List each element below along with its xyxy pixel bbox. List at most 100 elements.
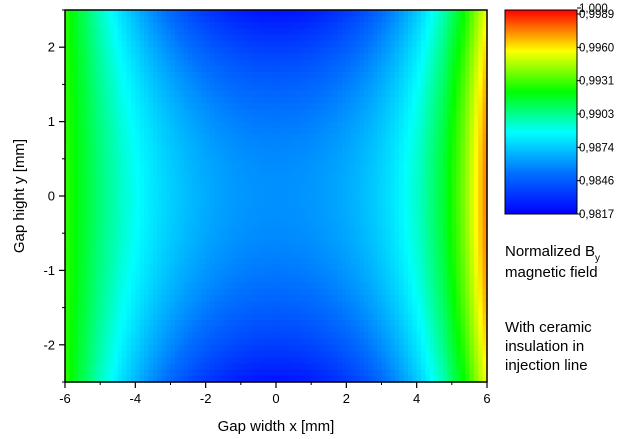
heatmap-cell: [117, 301, 123, 309]
heatmap-cell: [363, 313, 369, 321]
heatmap-cell: [324, 227, 330, 234]
heatmap-cell: [113, 152, 119, 160]
heatmap-cell: [359, 47, 365, 54]
heatmap-cell: [390, 239, 396, 247]
heatmap-cell: [249, 264, 255, 271]
heatmap-cell: [363, 183, 369, 191]
heatmap-cell: [183, 239, 189, 247]
heatmap-cell: [196, 369, 202, 377]
heatmap-cell: [126, 245, 132, 253]
heatmap-cell: [385, 127, 391, 135]
heatmap-cell: [161, 96, 167, 104]
heatmap-cell: [324, 270, 330, 278]
heatmap-cell: [170, 72, 176, 79]
heatmap-cell: [170, 115, 176, 123]
heatmap-cell: [328, 326, 334, 333]
heatmap-cell: [214, 233, 220, 240]
heatmap-cell: [262, 313, 268, 321]
heatmap-cell: [328, 146, 334, 154]
heatmap-cell: [368, 307, 374, 315]
heatmap-cell: [201, 189, 207, 197]
heatmap-cell: [399, 134, 405, 141]
heatmap-cell: [122, 369, 128, 377]
heatmap-cell: [117, 152, 123, 160]
heatmap-cell: [192, 202, 198, 209]
heatmap-cell: [381, 10, 387, 17]
heatmap-cell: [104, 375, 110, 383]
heatmap-cell: [267, 96, 273, 104]
heatmap-cell: [196, 53, 202, 61]
heatmap-cell: [144, 357, 150, 364]
heatmap-cell: [157, 351, 163, 358]
heatmap-cell: [183, 344, 189, 352]
heatmap-cell: [306, 375, 312, 383]
heatmap-cell: [210, 363, 216, 371]
heatmap-cell: [249, 239, 255, 247]
heatmap-cell: [161, 295, 167, 302]
heatmap-cell: [227, 41, 233, 48]
heatmap-cell: [394, 375, 400, 383]
heatmap-cell: [390, 357, 396, 364]
heatmap-cell: [249, 326, 255, 333]
heatmap-cell: [152, 245, 158, 253]
heatmap-cell: [372, 326, 378, 333]
heatmap-cell: [108, 270, 114, 278]
heatmap-cell: [328, 22, 334, 30]
heatmap-cell: [144, 202, 150, 209]
heatmap-cell: [69, 140, 75, 147]
heatmap-cell: [324, 264, 330, 271]
heatmap-cell: [227, 214, 233, 222]
heatmap-cell: [359, 363, 365, 371]
heatmap-cell: [355, 16, 361, 23]
heatmap-cell: [196, 326, 202, 333]
heatmap-cell: [126, 84, 132, 92]
heatmap-cell: [183, 233, 189, 240]
heatmap-cell: [82, 320, 88, 327]
heatmap-cell: [236, 90, 242, 98]
heatmap-cell: [245, 258, 251, 265]
heatmap-cell: [86, 16, 92, 23]
heatmap-cell: [205, 103, 211, 110]
heatmap-cell: [73, 65, 79, 73]
heatmap-cell: [227, 196, 233, 203]
heatmap-cell: [297, 295, 303, 302]
heatmap-cell: [174, 16, 180, 23]
heatmap-cell: [254, 270, 260, 278]
heatmap-cell: [126, 344, 132, 352]
heatmap-cell: [289, 332, 295, 340]
heatmap-cell: [368, 146, 374, 154]
heatmap-cell: [403, 351, 409, 358]
heatmap-cell: [113, 34, 119, 42]
heatmap-cell: [91, 276, 97, 284]
heatmap-cell: [306, 270, 312, 278]
heatmap-cell: [421, 313, 427, 321]
heatmap-cell: [170, 127, 176, 135]
heatmap-cell: [214, 307, 220, 315]
heatmap-cell: [104, 90, 110, 98]
heatmap-cell: [403, 183, 409, 191]
heatmap-cell: [302, 72, 308, 79]
heatmap-cell: [297, 227, 303, 234]
heatmap-cell: [232, 65, 238, 73]
heatmap-cell: [377, 109, 383, 116]
heatmap-cell: [363, 78, 369, 85]
heatmap-cell: [258, 332, 264, 340]
heatmap-cell: [86, 301, 92, 309]
heatmap-cell: [381, 34, 387, 42]
heatmap-cell: [407, 258, 413, 265]
heatmap-cell: [240, 313, 246, 321]
heatmap-cell: [284, 307, 290, 315]
heatmap-cell: [368, 326, 374, 333]
heatmap-cell: [324, 183, 330, 191]
heatmap-cell: [429, 28, 435, 36]
heatmap-cell: [73, 282, 79, 290]
heatmap-cell: [407, 59, 413, 67]
heatmap-cell: [144, 47, 150, 54]
heatmap-cell: [196, 158, 202, 166]
heatmap-cell: [232, 245, 238, 253]
heatmap-cell: [205, 313, 211, 321]
heatmap-cell: [174, 134, 180, 141]
heatmap-cell: [249, 344, 255, 352]
heatmap-cell: [284, 214, 290, 222]
heatmap-cell: [108, 146, 114, 154]
